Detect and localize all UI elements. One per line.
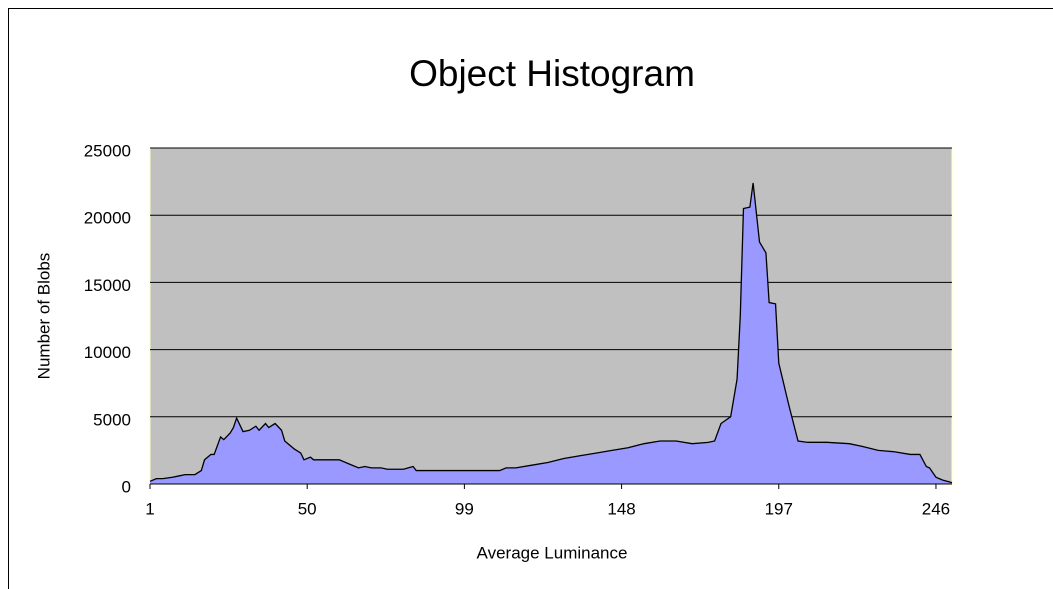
y-tick-label: 10000 <box>84 343 131 362</box>
x-tick-label: 99 <box>455 499 474 518</box>
x-tick-label: 1 <box>145 499 154 518</box>
plot-area <box>149 147 953 485</box>
y-tick-label: 0 <box>122 477 131 496</box>
chart-title: Object Histogram <box>409 53 695 94</box>
x-tick-label: 50 <box>298 499 317 518</box>
x-tick-label: 148 <box>607 499 635 518</box>
x-axis-label: Average Luminance <box>477 543 628 562</box>
area-line <box>149 182 953 484</box>
y-tick-label: 20000 <box>84 209 131 228</box>
area-fill <box>150 182 952 484</box>
x-tick-label: 246 <box>922 499 950 518</box>
x-tick-label: 197 <box>765 499 793 518</box>
y-tick-label: 25000 <box>84 141 131 160</box>
y-tick-label: 5000 <box>93 410 131 429</box>
y-axis-label: Number of Blobs <box>34 253 53 380</box>
y-tick-label: 15000 <box>84 276 131 295</box>
